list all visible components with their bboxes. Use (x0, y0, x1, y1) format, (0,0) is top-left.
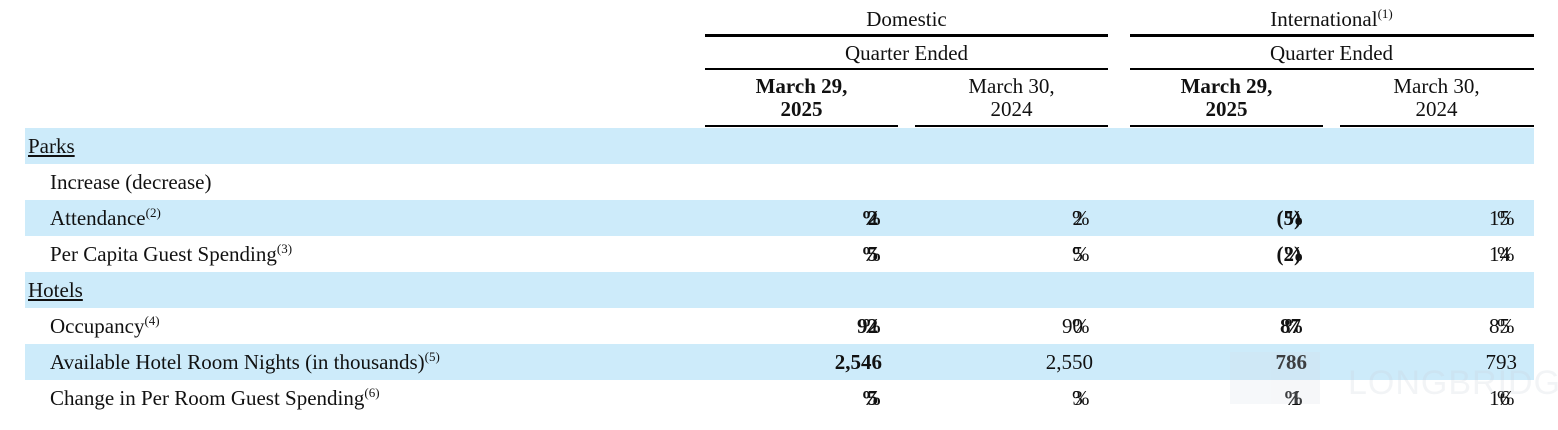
table-row-per-capita-guest-spending: Per Capita Guest Spending(3) 5 % 5 % (2)… (25, 236, 1534, 272)
value-international-2024: 14 (1489, 242, 1510, 266)
unit-domestic-2025: % (861, 386, 882, 410)
row-label-text: Increase (decrease) (50, 170, 212, 194)
row-label-text: Change in Per Room Guest Spending (50, 386, 365, 410)
column-header-line1: March 30, (1393, 74, 1480, 98)
row-label: Change in Per Room Guest Spending(6) (50, 380, 380, 416)
column-rule-1 (705, 125, 898, 127)
watermark-logo: LONGBRIDGE (1230, 348, 1558, 408)
value-international-2024: 15 (1489, 206, 1510, 230)
value-domestic-2025: 5 (867, 242, 879, 266)
row-label: Occupancy(4) (50, 308, 160, 344)
column-header-domestic-2024: March 30, 2024 (915, 75, 1108, 121)
international-period-rule (1130, 68, 1534, 70)
watermark-mark-icon (1230, 352, 1320, 404)
row-footnote: (6) (364, 385, 380, 400)
international-group-rule (1130, 34, 1534, 37)
column-rule-2 (915, 125, 1108, 127)
column-header-line1: March 29, (755, 74, 848, 98)
row-label-text: Attendance (50, 206, 146, 230)
column-header-line1: March 30, (968, 74, 1055, 98)
domestic-header: Domestic (705, 8, 1108, 33)
value-international-2025: (5) (1276, 206, 1302, 230)
international-header: International(1) (1130, 6, 1533, 33)
unit-domestic-2025: % (861, 314, 882, 338)
row-label-text: Per Capita Guest Spending (50, 242, 277, 266)
value-international-2025: (2) (1276, 242, 1302, 266)
column-header-line2: 2024 (990, 97, 1033, 121)
international-footnote: (1) (1377, 6, 1393, 21)
row-label: Available Hotel Room Nights (in thousand… (50, 344, 440, 380)
section-title: Hotels (28, 278, 83, 302)
unit-international-2024: % (1497, 242, 1515, 266)
unit-international-2025: % (1283, 242, 1304, 266)
domestic-period-rule (705, 68, 1108, 70)
unit-domestic-2024: % (1072, 206, 1090, 230)
unit-domestic-2024: % (1072, 386, 1090, 410)
unit-international-2024: % (1497, 206, 1515, 230)
row-footnote: (5) (424, 349, 440, 364)
unit-international-2025: % (1283, 380, 1304, 416)
value-domestic-2024: 2 (1072, 206, 1084, 230)
section-header-parks: Parks (25, 128, 1534, 164)
value-domestic-2025: 5 (867, 386, 879, 410)
value-international-2025: 786 (1125, 344, 1308, 380)
column-header-international-2024: March 30, 2024 (1340, 75, 1533, 121)
table-row-attendance: Attendance(2) 2 % 2 % (5) % 15 % (25, 200, 1534, 236)
row-footnote: (3) (276, 241, 293, 256)
watermark-text: LONGBRIDGE (1348, 364, 1558, 402)
domestic-group-rule (705, 34, 1108, 37)
unit-international-2025: % (1283, 206, 1304, 230)
table-row-change-in-per-room-guest-spending: Change in Per Room Guest Spending(6) 5 %… (25, 380, 1534, 416)
column-header-line1: March 29, (1180, 74, 1273, 98)
section-title: Parks (28, 134, 75, 158)
row-footnote: (4) (144, 313, 160, 328)
domestic-period-label: Quarter Ended (844, 41, 969, 65)
row-label-text: Occupancy (50, 314, 145, 338)
unit-domestic-2024: % (1072, 242, 1090, 266)
row-label: Increase (decrease) (50, 164, 211, 200)
column-header-line2: 2025 (780, 97, 823, 121)
unit-international-2024: % (1497, 314, 1515, 338)
table-row-available-hotel-room-nights: Available Hotel Room Nights (in thousand… (25, 344, 1534, 380)
column-rule-4 (1340, 125, 1534, 127)
value-domestic-2024: 2,550 (1045, 350, 1093, 374)
domestic-label: Domestic (866, 7, 947, 31)
value-domestic-2025: 2 (867, 206, 879, 230)
value-domestic-2025: 2,546 (834, 350, 882, 374)
row-label: Attendance(2) (50, 200, 161, 236)
value-domestic-2025: 92 (857, 314, 878, 338)
column-rule-3 (1130, 125, 1323, 127)
value-international-2024: 85 (1489, 314, 1510, 338)
row-footnote: (2) (145, 205, 161, 220)
unit-international-2025: % (1283, 314, 1304, 338)
value-international-2024: 793 (1485, 350, 1518, 374)
value-domestic-2024: 3 (1072, 386, 1084, 410)
unit-domestic-2025: % (861, 206, 882, 230)
value-domestic-2024: 5 (1072, 242, 1084, 266)
international-label: International (1270, 7, 1378, 31)
value-international-2025: 1 (1125, 380, 1302, 416)
unit-international-2024: % (1497, 386, 1515, 410)
column-header-line2: 2024 (1415, 97, 1458, 121)
table-row-increase-decrease: Increase (decrease) (25, 164, 1534, 200)
section-header-hotels: Hotels (25, 272, 1534, 308)
value-domestic-2024: 90 (1062, 314, 1083, 338)
row-label: Per Capita Guest Spending(3) (50, 236, 292, 272)
value-international-2025: 87 (1280, 314, 1301, 338)
international-period-label: Quarter Ended (1269, 41, 1394, 65)
column-header-international-2025: March 29, 2025 (1130, 75, 1323, 121)
table-row-occupancy: Occupancy(4) 92 % 90 % 87 % 85 % (25, 308, 1534, 344)
value-international-2024: 16 (1489, 386, 1510, 410)
unit-domestic-2024: % (1072, 314, 1090, 338)
unit-domestic-2025: % (861, 242, 882, 266)
column-header-domestic-2025: March 29, 2025 (705, 75, 898, 121)
column-header-line2: 2025 (1205, 97, 1248, 121)
row-label-text: Available Hotel Room Nights (in thousand… (50, 350, 425, 374)
